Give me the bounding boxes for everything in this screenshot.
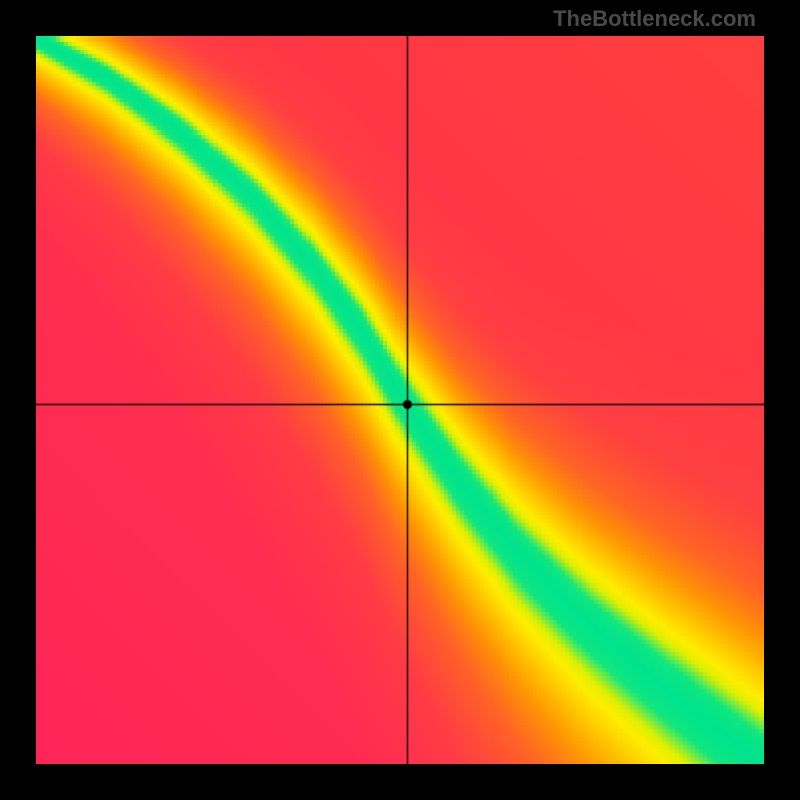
chart-frame: TheBottleneck.com [0,0,800,800]
plot-area [36,36,764,764]
crosshair-overlay [36,36,764,764]
watermark-text: TheBottleneck.com [553,6,756,32]
